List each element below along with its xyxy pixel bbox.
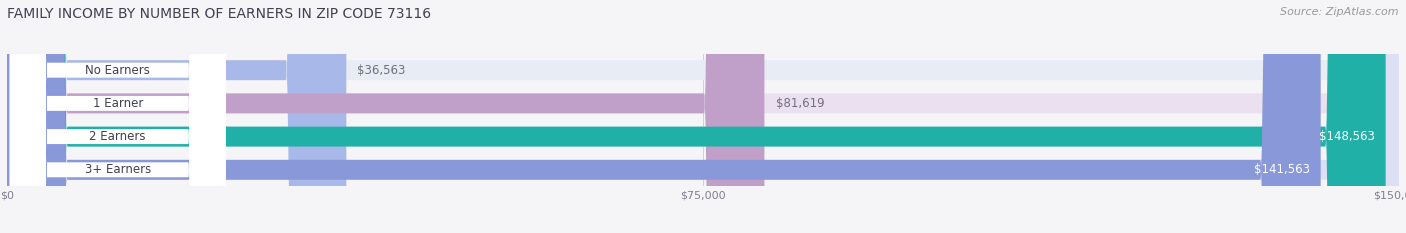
Text: $148,563: $148,563 <box>1319 130 1375 143</box>
Text: 1 Earner: 1 Earner <box>93 97 143 110</box>
FancyBboxPatch shape <box>7 0 765 233</box>
FancyBboxPatch shape <box>7 0 1386 233</box>
FancyBboxPatch shape <box>10 0 225 233</box>
FancyBboxPatch shape <box>10 0 225 233</box>
Text: No Earners: No Earners <box>86 64 150 77</box>
Text: $81,619: $81,619 <box>776 97 824 110</box>
Text: Source: ZipAtlas.com: Source: ZipAtlas.com <box>1281 7 1399 17</box>
FancyBboxPatch shape <box>7 0 1320 233</box>
Text: $36,563: $36,563 <box>357 64 406 77</box>
FancyBboxPatch shape <box>10 0 225 233</box>
FancyBboxPatch shape <box>7 0 1399 233</box>
Text: 3+ Earners: 3+ Earners <box>84 163 150 176</box>
Text: FAMILY INCOME BY NUMBER OF EARNERS IN ZIP CODE 73116: FAMILY INCOME BY NUMBER OF EARNERS IN ZI… <box>7 7 432 21</box>
Text: 2 Earners: 2 Earners <box>90 130 146 143</box>
FancyBboxPatch shape <box>7 0 1399 233</box>
Text: $141,563: $141,563 <box>1254 163 1309 176</box>
FancyBboxPatch shape <box>7 0 1399 233</box>
FancyBboxPatch shape <box>10 0 225 233</box>
FancyBboxPatch shape <box>7 0 1399 233</box>
FancyBboxPatch shape <box>7 0 346 233</box>
